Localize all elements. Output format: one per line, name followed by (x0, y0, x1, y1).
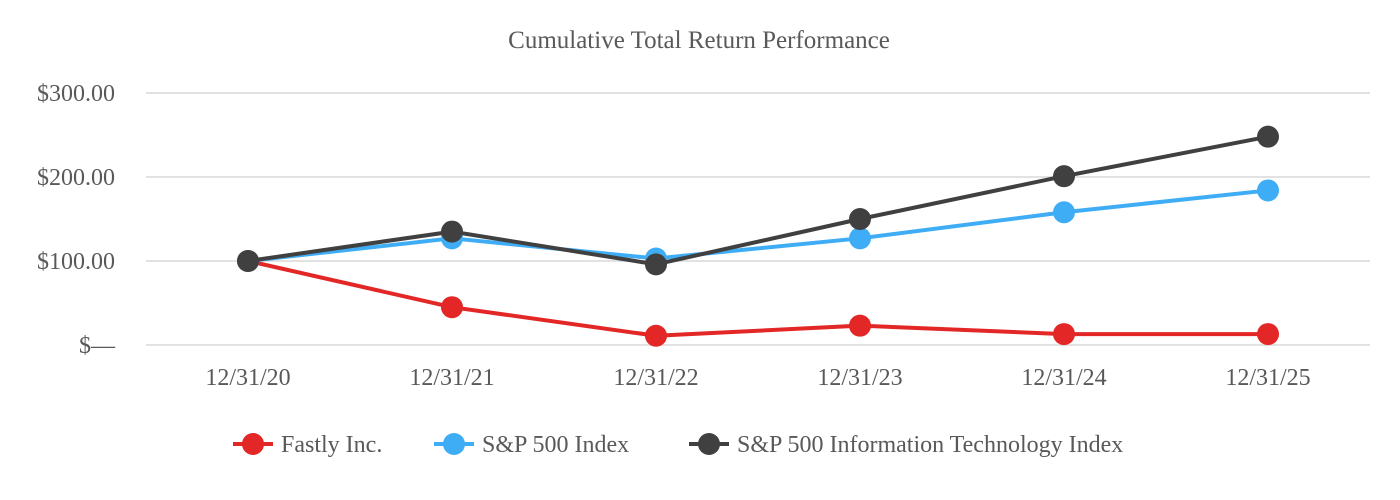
legend-label: S&P 500 Index (482, 432, 629, 458)
data-point (237, 250, 259, 272)
legend-label: S&P 500 Information Technology Index (737, 432, 1123, 458)
data-point (1257, 125, 1279, 148)
x-tick-label: 12/31/24 (1021, 365, 1106, 391)
data-point (1257, 323, 1279, 346)
legend-marker (443, 433, 465, 455)
x-tick-label: 12/31/25 (1225, 365, 1310, 391)
data-point (1053, 323, 1075, 346)
y-tick-label: $200.00 (37, 165, 115, 191)
series-line (247, 259, 1268, 338)
data-point (441, 296, 463, 319)
chart-title: Cumulative Total Return Performance (508, 27, 890, 54)
data-point (1257, 179, 1279, 202)
series-line (247, 188, 1269, 263)
data-point (645, 253, 667, 276)
legend-marker (242, 433, 264, 455)
data-point (849, 208, 871, 230)
legend-item: S&P 500 Information Technology Index (689, 432, 1123, 458)
gridlines (146, 92, 1370, 346)
legend-item: Fastly Inc. (233, 432, 382, 458)
x-tick-label: 12/31/23 (817, 365, 902, 391)
legend-item: S&P 500 Index (434, 432, 629, 458)
data-point (849, 227, 871, 250)
data-point (849, 314, 871, 337)
data-point (1053, 201, 1075, 224)
series-lines (237, 125, 1279, 347)
x-tick-label: 12/31/20 (205, 365, 290, 391)
series-2 (237, 125, 1279, 276)
legend: Fastly Inc. S&P 500 Index S&P 500 Informat… (233, 432, 1123, 458)
x-axis-tick-labels: 12/31/20 12/31/21 12/31/22 12/31/23 12/31/24… (205, 365, 1310, 391)
data-point (645, 324, 667, 347)
x-tick-label: 12/31/22 (613, 365, 698, 391)
series-1 (237, 179, 1279, 272)
series-0 (237, 250, 1279, 347)
y-axis-tick-labels: $— $100.00 $200.00 $300.00 (37, 81, 116, 359)
y-tick-label: $300.00 (37, 81, 115, 107)
legend-label: Fastly Inc. (281, 432, 382, 458)
legend-marker (698, 433, 720, 455)
series-line (247, 134, 1269, 267)
x-tick-label: 12/31/21 (409, 365, 494, 391)
data-point (1053, 165, 1075, 188)
data-point (441, 220, 463, 243)
y-tick-label: $— (79, 333, 116, 359)
y-tick-label: $100.00 (37, 249, 115, 275)
